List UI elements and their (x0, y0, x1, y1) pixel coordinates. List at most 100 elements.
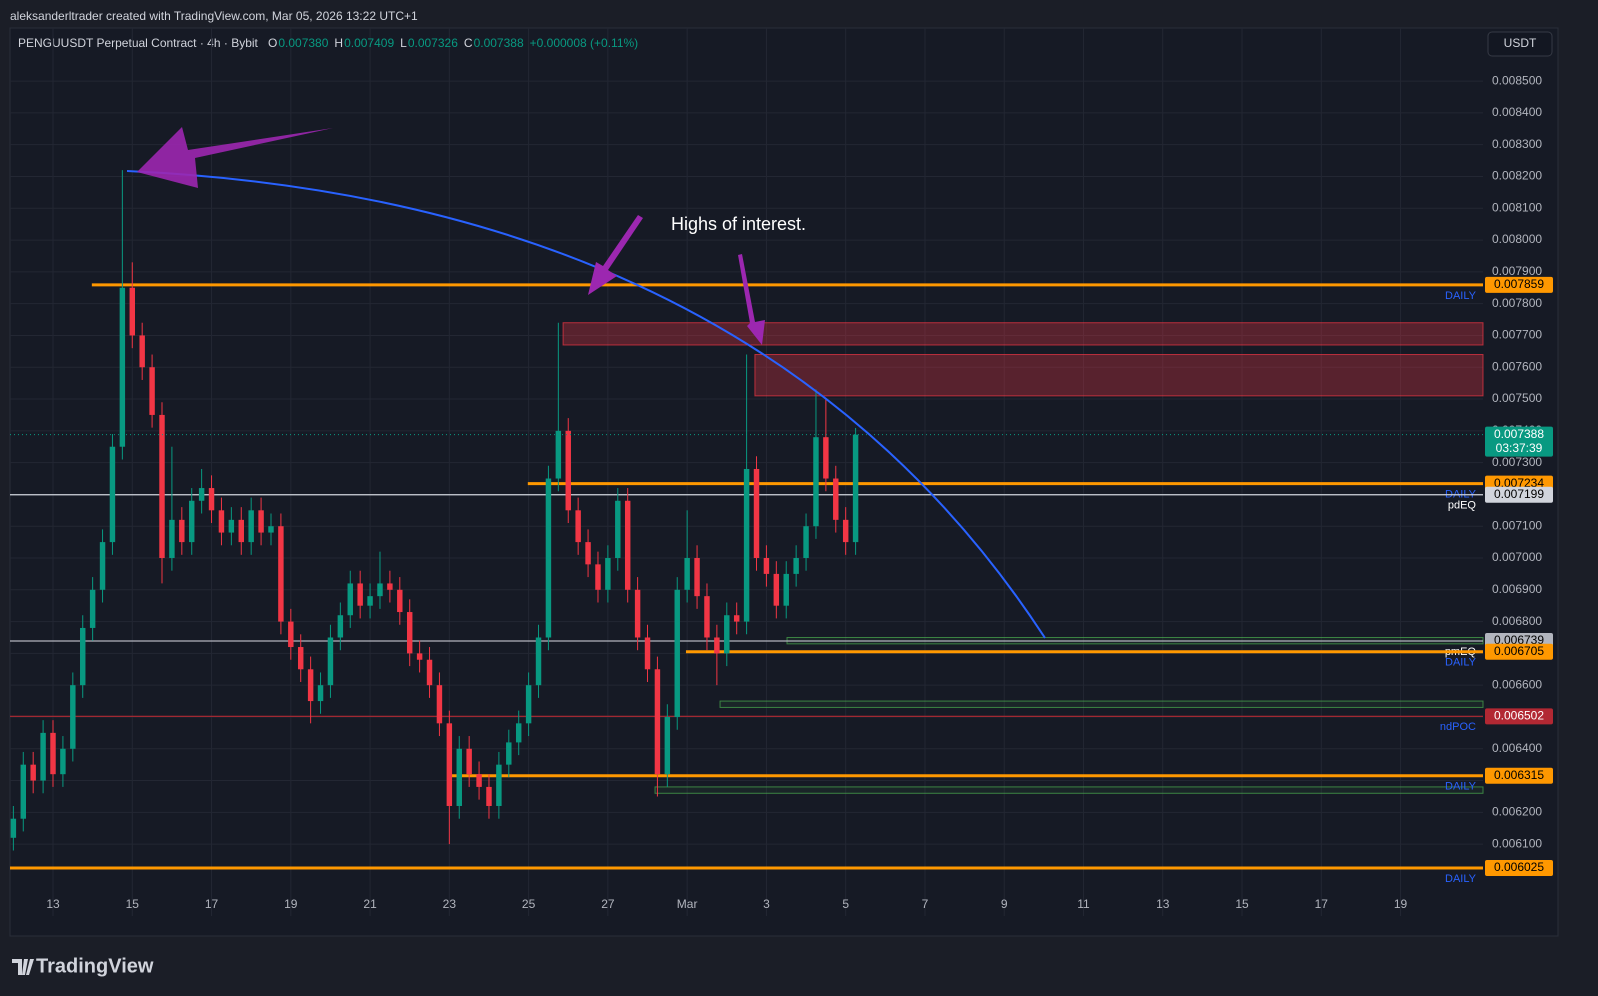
candle-body (387, 583, 393, 590)
price-label: 0.007199 (1494, 487, 1544, 501)
candle-body (733, 615, 740, 622)
x-tick-label: 21 (363, 897, 377, 911)
symbol: PENGUUSDT Perpetual Contract · 4h · Bybi… (18, 36, 259, 50)
y-tick-label: 0.007000 (1492, 550, 1542, 564)
candle-body (406, 612, 413, 654)
y-tick-label: 0.006600 (1492, 677, 1542, 691)
candle-body (813, 437, 819, 527)
x-tick-label: Mar (677, 897, 698, 911)
candle-body (109, 446, 116, 543)
y-tick-label: 0.006900 (1492, 582, 1542, 596)
price-label: 0.006739 (1494, 633, 1544, 647)
countdown: 03:37:39 (1496, 441, 1543, 455)
chart-frame (9, 27, 1559, 937)
x-tick-label: 5 (842, 897, 849, 911)
y-tick-label: 0.008100 (1492, 200, 1542, 214)
price-label: 0.007859 (1494, 277, 1544, 291)
candle-body (575, 510, 581, 543)
y-tick-label: 0.006200 (1492, 805, 1542, 819)
candle-body (842, 519, 849, 543)
candle-body (288, 621, 294, 648)
y-tick-label: 0.007100 (1492, 518, 1542, 532)
candle-body (773, 573, 780, 606)
currency[interactable]: USDT (1504, 36, 1537, 50)
candle-body (20, 764, 27, 819)
level-tag: DAILY (1445, 657, 1477, 669)
x-tick-label: 11 (1077, 897, 1090, 911)
arrow (738, 254, 765, 345)
candle-body (80, 627, 86, 686)
candle-body (40, 732, 46, 781)
arrow (588, 215, 643, 295)
y-tick-label: 0.008300 (1492, 137, 1542, 151)
candle-body (297, 647, 304, 670)
price-label: 0.006315 (1494, 768, 1544, 782)
candle-body (793, 558, 799, 574)
candle-body (307, 669, 314, 702)
last-price: 0.007388 (1494, 427, 1544, 441)
candle-body (139, 335, 145, 368)
candle-body (30, 764, 36, 781)
candle-body (476, 774, 482, 787)
x-tick-label: 27 (601, 897, 615, 911)
y-tick-label: 0.006800 (1492, 614, 1542, 628)
y-tick-label: 0.007800 (1492, 296, 1542, 310)
candle-body (169, 519, 175, 559)
level-tag: pdEQ (1448, 500, 1477, 512)
ohlc-value: 0.007380 (278, 36, 328, 50)
candle-body (426, 659, 433, 686)
credit: aleksanderltrader created with TradingVi… (10, 9, 418, 23)
zone (654, 786, 1484, 794)
candle-body (99, 542, 106, 590)
level-tag: DAILY (1445, 781, 1477, 793)
x-tick-label: 15 (126, 897, 140, 911)
zone (562, 322, 1484, 346)
candle-body (654, 669, 661, 775)
x-tick-label: 19 (284, 897, 298, 911)
candle-body (377, 583, 383, 597)
candle-body (486, 786, 492, 806)
candle-body (783, 573, 789, 606)
candle-body (456, 748, 462, 806)
price-label: 0.006502 (1494, 709, 1544, 723)
ohlc-key: O (268, 36, 277, 50)
price-label: 0.006025 (1494, 860, 1544, 874)
candle-body (179, 519, 185, 543)
last-price-box (1485, 426, 1553, 457)
candle-body (724, 615, 730, 654)
candle-body (327, 637, 334, 686)
y-tick-label: 0.007500 (1492, 391, 1542, 405)
level-tag: DAILY (1445, 290, 1477, 302)
candle-body (278, 526, 284, 622)
candle-body (525, 685, 532, 724)
candle-body (704, 596, 710, 638)
candle-body (852, 434, 859, 543)
candle-body (565, 430, 571, 511)
price-label-box (1485, 276, 1553, 293)
candle-body (605, 558, 611, 590)
candle-body (50, 732, 56, 775)
candle-body (10, 818, 17, 838)
logo-icon (12, 959, 34, 975)
candle-body (555, 430, 562, 479)
price-label-box (1485, 767, 1553, 784)
price-label-box (1485, 859, 1553, 876)
candle-body (238, 519, 244, 543)
zone (719, 700, 1484, 708)
candle-body (743, 468, 750, 622)
currency-button[interactable] (1487, 31, 1553, 57)
y-tick-label: 0.007700 (1492, 328, 1542, 342)
candle-body (714, 637, 720, 654)
price-label-box (1485, 643, 1553, 660)
candle-body (496, 764, 502, 806)
candle-body (634, 589, 641, 638)
price-label-box (1485, 486, 1553, 503)
candle-body (466, 748, 472, 775)
x-tick-label: 23 (443, 897, 457, 911)
candle-body (624, 500, 631, 590)
candle-body (515, 723, 522, 743)
candle-body (367, 596, 373, 606)
candle-body (188, 500, 195, 543)
